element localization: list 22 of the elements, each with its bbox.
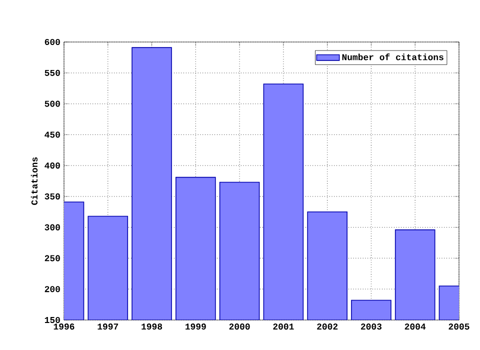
- y-tick-label: 350: [44, 193, 60, 200]
- x-tick-label: 1997: [98, 324, 118, 330]
- x-tick-label: 2002: [317, 324, 338, 330]
- y-tick-label: 500: [44, 100, 60, 107]
- y-tick-label: 600: [44, 38, 60, 46]
- legend-label: Number of citations: [342, 54, 444, 60]
- x-tick-label: 1999: [186, 324, 206, 330]
- x-tick-label: 2005: [448, 324, 470, 330]
- x-tick-label: 2000: [229, 324, 250, 330]
- x-tick-label: 1996: [54, 324, 74, 330]
- y-tick-label: 200: [44, 286, 60, 292]
- y-axis-title: Citations: [30, 157, 38, 205]
- x-tick-label: 1998: [142, 324, 162, 330]
- x-tick-label: 2003: [360, 324, 382, 330]
- y-tick-label: 550: [44, 70, 60, 76]
- x-tick-label: 2004: [404, 324, 426, 330]
- y-tick-label: 250: [44, 255, 60, 262]
- y-tick-label: 400: [44, 162, 60, 169]
- y-tick-label: 450: [44, 132, 60, 138]
- y-tick-label: 150: [44, 316, 60, 324]
- y-tick-label: 300: [44, 224, 60, 230]
- x-tick-label: 2001: [273, 324, 294, 330]
